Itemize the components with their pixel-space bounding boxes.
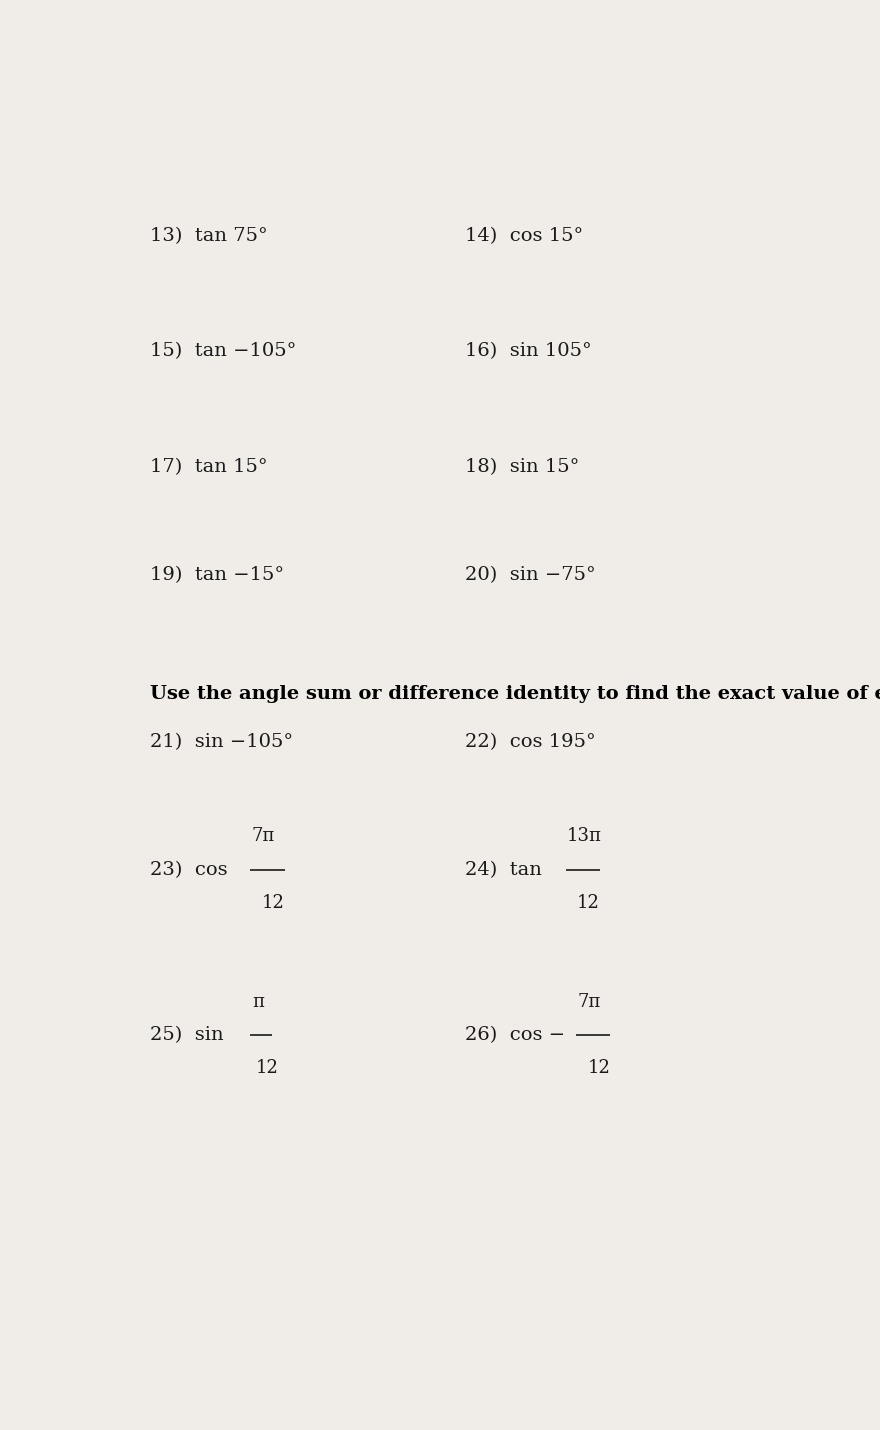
Text: 15)  tan −105°: 15) tan −105°	[150, 342, 296, 360]
Text: 7π: 7π	[577, 992, 600, 1011]
Text: 23)  cos: 23) cos	[150, 861, 233, 878]
Text: 25)  sin: 25) sin	[150, 1025, 230, 1044]
Text: 19)  tan −15°: 19) tan −15°	[150, 566, 283, 583]
Text: 12: 12	[577, 894, 600, 912]
Text: 22)  cos 195°: 22) cos 195°	[465, 734, 596, 751]
Text: 21)  sin −105°: 21) sin −105°	[150, 734, 293, 751]
Text: 13)  tan 75°: 13) tan 75°	[150, 226, 268, 245]
Text: Use the angle sum or difference identity to find the exact value of each.: Use the angle sum or difference identity…	[150, 685, 880, 702]
Text: 7π: 7π	[252, 828, 275, 845]
Text: 26)  cos −: 26) cos −	[465, 1025, 565, 1044]
Text: 17)  tan 15°: 17) tan 15°	[150, 458, 268, 476]
Text: 14)  cos 15°: 14) cos 15°	[465, 226, 583, 245]
Text: 20)  sin −75°: 20) sin −75°	[465, 566, 596, 583]
Text: 12: 12	[256, 1060, 279, 1077]
Text: 13π: 13π	[567, 828, 602, 845]
Text: 16)  sin 105°: 16) sin 105°	[465, 342, 591, 360]
Text: 18)  sin 15°: 18) sin 15°	[465, 458, 579, 476]
Text: 12: 12	[262, 894, 285, 912]
Text: 24)  tan: 24) tan	[465, 861, 547, 878]
Text: 12: 12	[588, 1060, 610, 1077]
Text: π: π	[252, 992, 264, 1011]
